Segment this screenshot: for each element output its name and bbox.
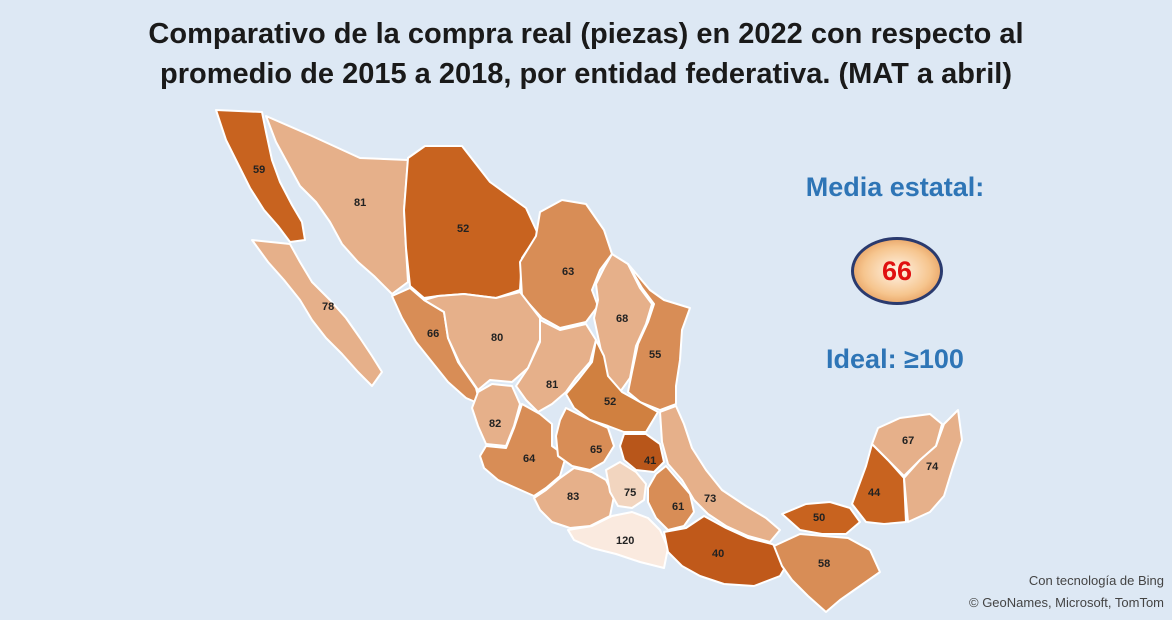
label-chihuahua: 52 <box>457 223 469 235</box>
label-tabasco: 50 <box>813 512 825 524</box>
label-yucatan: 67 <box>902 435 914 447</box>
label-coahuila: 63 <box>562 266 574 278</box>
label-oaxaca: 40 <box>712 548 724 560</box>
state-guanajuato[interactable] <box>555 407 615 471</box>
label-guanajuato: 65 <box>590 444 602 456</box>
credits-line-1: Con tecnología de Bing <box>1028 573 1164 588</box>
state-mean-value-badge: 66 <box>851 237 943 305</box>
credits-line-2: © GeoNames, Microsoft, TomTom <box>969 595 1164 610</box>
label-sonora: 81 <box>354 197 366 209</box>
label-estado-de-mexico: 75 <box>624 487 636 499</box>
label-nayarit: 82 <box>489 418 501 430</box>
map-title: Comparativo de la compra real (piezas) e… <box>0 14 1172 94</box>
label-san-luis-potosi: 52 <box>604 396 616 408</box>
label-veracruz: 73 <box>704 493 716 505</box>
label-nuevo-leon: 68 <box>616 313 628 325</box>
state-zacatecas[interactable] <box>515 319 597 413</box>
label-zacatecas: 81 <box>546 379 558 391</box>
state-mean-value: 66 <box>881 255 913 286</box>
state-sonora[interactable] <box>265 115 409 295</box>
label-tamaulipas: 55 <box>649 349 661 361</box>
label-quintana-roo: 74 <box>926 461 939 473</box>
state-puebla[interactable] <box>647 465 695 531</box>
title-line-2: promedio de 2015 a 2018, por entidad fed… <box>160 58 1012 90</box>
state-tabasco[interactable] <box>781 501 861 535</box>
state-mean-label: Media estatal: <box>805 172 985 202</box>
title-line-1: Comparativo de la compra real (piezas) e… <box>148 18 1024 50</box>
label-sinaloa: 66 <box>427 328 439 340</box>
label-guerrero: 120 <box>616 535 634 547</box>
ideal-label: Ideal: ≥100 <box>826 344 964 374</box>
label-jalisco: 64 <box>523 453 536 465</box>
state-baja-california-sur[interactable] <box>251 239 383 387</box>
state-hidalgo[interactable] <box>619 433 665 473</box>
state-veracruz[interactable] <box>659 405 781 543</box>
state-chiapas[interactable] <box>773 533 881 613</box>
state-tamaulipas[interactable] <box>627 263 691 411</box>
label-puebla: 61 <box>672 501 684 513</box>
state-san-luis-potosi[interactable] <box>565 339 659 433</box>
state-value-labels: 59 81 52 78 63 66 80 68 55 81 52 82 64 6… <box>253 164 939 570</box>
state-baja-california[interactable] <box>215 109 306 243</box>
label-baja-california: 59 <box>253 164 265 176</box>
label-chiapas: 58 <box>818 558 830 570</box>
state-quintana-roo[interactable] <box>903 409 963 523</box>
label-campeche: 44 <box>868 487 881 499</box>
state-estado-de-mexico[interactable] <box>605 461 647 509</box>
state-chihuahua[interactable] <box>403 145 539 299</box>
state-jalisco[interactable] <box>479 403 567 497</box>
label-hidalgo: 41 <box>644 455 656 467</box>
map-credits: Con tecnología de Bing © GeoNames, Micro… <box>969 570 1164 614</box>
label-durango: 80 <box>491 332 503 344</box>
label-michoacan: 83 <box>567 491 579 503</box>
label-baja-california-sur: 78 <box>322 301 334 313</box>
